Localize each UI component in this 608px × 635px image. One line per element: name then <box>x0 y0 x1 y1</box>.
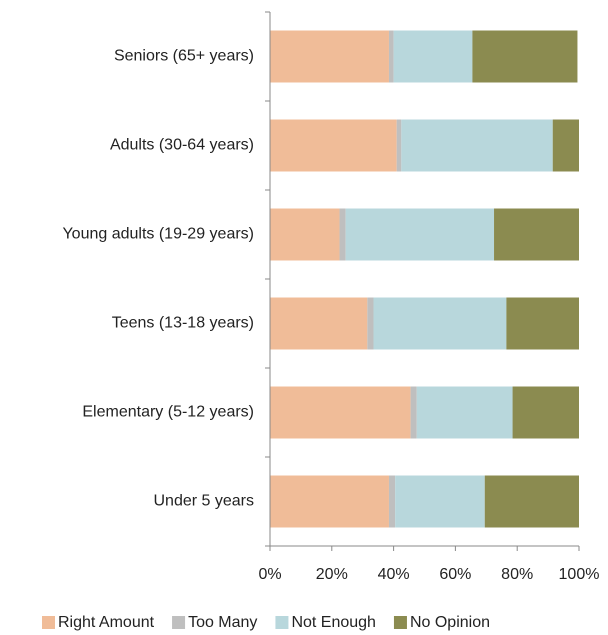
bar-segment <box>506 297 579 350</box>
legend-label: Not Enough <box>291 614 376 631</box>
bar-segment <box>512 386 579 439</box>
bar-segment <box>367 297 374 350</box>
y-tick-label: Teens (13-18 years) <box>112 315 254 332</box>
x-tick-label: 0% <box>258 566 281 583</box>
x-tick-label: 100% <box>559 566 600 583</box>
y-tick-label: Adults (30-64 years) <box>110 137 254 154</box>
bar-segment <box>401 119 553 172</box>
bar-segment <box>388 475 396 528</box>
legend-swatch <box>275 616 289 629</box>
x-tick-label: 80% <box>501 566 533 583</box>
legend-label: Right Amount <box>58 614 155 631</box>
bar-segment <box>395 475 485 528</box>
bar-segment <box>270 208 340 261</box>
y-tick-label: Young adults (19-29 years) <box>62 226 254 243</box>
bar-segment <box>472 30 578 83</box>
legend-label: No Opinion <box>410 614 490 631</box>
bar-segment <box>552 119 579 172</box>
bar-segment <box>393 30 473 83</box>
bar-segment <box>388 30 394 83</box>
bar-segment <box>270 297 368 350</box>
bar-segment <box>373 297 507 350</box>
bar-segment <box>339 208 346 261</box>
x-tick-label: 40% <box>378 566 410 583</box>
bar-segment <box>416 386 513 439</box>
x-tick-label: 20% <box>316 566 348 583</box>
y-tick-label: Elementary (5-12 years) <box>82 404 254 421</box>
bar-segment <box>410 386 417 439</box>
y-tick-label: Under 5 years <box>154 493 255 510</box>
bar-segment <box>270 475 389 528</box>
bar-segment <box>484 475 579 528</box>
legend-label: Too Many <box>188 614 257 631</box>
legend-swatch <box>172 616 186 629</box>
bar-segment <box>345 208 495 261</box>
bar-segment <box>494 208 579 261</box>
x-tick-label: 60% <box>439 566 471 583</box>
legend-swatch <box>42 616 55 629</box>
bar-segment <box>270 119 397 172</box>
y-tick-label: Seniors (65+ years) <box>114 48 254 65</box>
bar-segment <box>396 119 402 172</box>
bar-segment <box>270 30 389 83</box>
legend-swatch <box>393 616 407 629</box>
bar-segment <box>270 386 411 439</box>
